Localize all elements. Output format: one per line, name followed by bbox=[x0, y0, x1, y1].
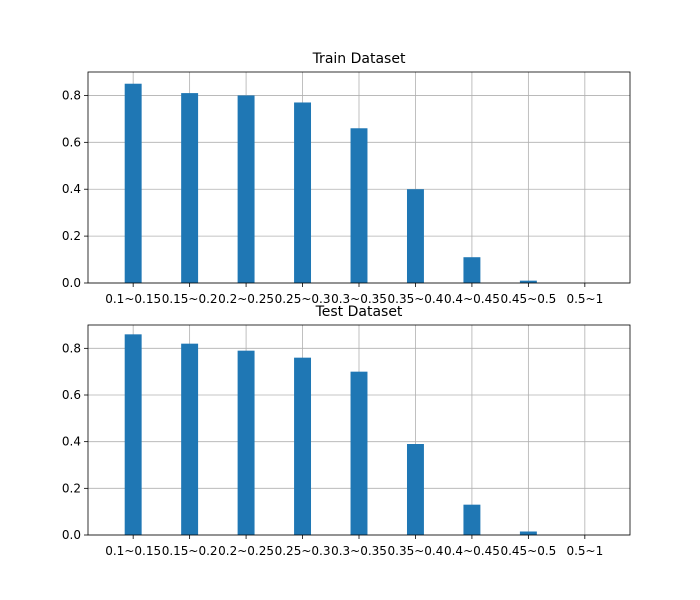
y-tick-label: 0.2 bbox=[62, 229, 81, 243]
x-tick-label: 0.35~0.4 bbox=[388, 292, 444, 306]
chart-title: Test Dataset bbox=[315, 304, 403, 320]
bar-0.15~0.2 bbox=[181, 343, 199, 535]
y-tick-label: 0.4 bbox=[62, 182, 81, 196]
y-tick-label: 0.0 bbox=[62, 528, 81, 542]
y-tick-label: 0.6 bbox=[62, 135, 81, 149]
y-tick-label: 0.8 bbox=[62, 341, 81, 355]
x-tick-label: 0.25~0.3 bbox=[275, 292, 331, 306]
bar-0.2~0.25 bbox=[237, 95, 255, 283]
bar-0.1~0.15 bbox=[124, 334, 142, 535]
x-tick-label: 0.1~0.15 bbox=[105, 544, 161, 558]
x-tick-label: 0.1~0.15 bbox=[105, 292, 161, 306]
x-tick-label: 0.35~0.4 bbox=[388, 544, 444, 558]
x-tick-label: 0.4~0.45 bbox=[444, 292, 500, 306]
bar-0.2~0.25 bbox=[237, 350, 255, 535]
x-tick-label: 0.45~0.5 bbox=[500, 544, 556, 558]
y-tick-label: 0.6 bbox=[62, 388, 81, 402]
bar-0.45~0.5 bbox=[519, 531, 537, 535]
bar-0.3~0.35 bbox=[350, 371, 368, 535]
x-tick-label: 0.25~0.3 bbox=[275, 544, 331, 558]
bar-0.35~0.4 bbox=[406, 189, 424, 283]
x-tick-label: 0.5~1 bbox=[566, 544, 603, 558]
bar-0.35~0.4 bbox=[406, 444, 424, 535]
bar-0.25~0.3 bbox=[294, 357, 312, 535]
y-tick-label: 0.2 bbox=[62, 481, 81, 495]
y-tick-label: 0.8 bbox=[62, 88, 81, 102]
bar-0.1~0.15 bbox=[124, 83, 142, 283]
bar-0.4~0.45 bbox=[463, 504, 481, 535]
x-tick-label: 0.3~0.35 bbox=[331, 292, 387, 306]
x-tick-label: 0.15~0.2 bbox=[162, 292, 218, 306]
x-tick-label: 0.3~0.35 bbox=[331, 544, 387, 558]
plot-frame bbox=[87, 71, 631, 284]
y-tick-label: 0.0 bbox=[62, 276, 81, 290]
chart-panel-1: 0.00.20.40.60.80.1~0.15 0.15~0.2 0.2~0.25 0… bbox=[62, 51, 631, 306]
plot-frame bbox=[87, 324, 631, 536]
x-tick-label: 0.5~1 bbox=[566, 292, 603, 306]
bar-0.3~0.35 bbox=[350, 128, 368, 283]
x-tick-label: 0.4~0.45 bbox=[444, 544, 500, 558]
x-tick-label: 0.2~0.25 bbox=[218, 544, 274, 558]
bar-0.15~0.2 bbox=[181, 93, 199, 283]
bar-0.45~0.5 bbox=[519, 280, 537, 283]
x-tick-label: 0.45~0.5 bbox=[500, 292, 556, 306]
chart-title: Train Dataset bbox=[312, 51, 406, 67]
bar-0.25~0.3 bbox=[294, 102, 312, 283]
bar-0.4~0.45 bbox=[463, 257, 481, 283]
chart-panel-2: 0.00.20.40.60.80.1~0.15 0.15~0.2 0.2~0.25 0… bbox=[62, 304, 631, 558]
x-tick-label: 0.2~0.25 bbox=[218, 292, 274, 306]
y-tick-label: 0.4 bbox=[62, 435, 81, 449]
x-tick-label: 0.15~0.2 bbox=[162, 544, 218, 558]
